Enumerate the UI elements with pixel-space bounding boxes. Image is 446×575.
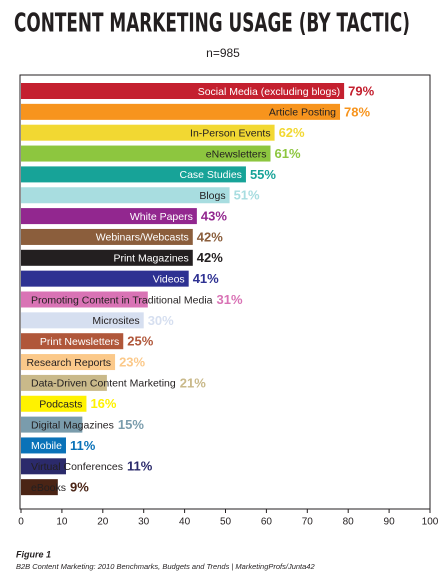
value-label: 31% — [217, 292, 243, 307]
bar — [21, 83, 345, 99]
category-label: In-Person Events — [190, 127, 271, 139]
value-label: 30% — [148, 313, 174, 328]
category-label: Social Media (excluding blogs) — [198, 86, 340, 98]
x-tick-label: 60 — [261, 517, 273, 528]
category-label: Promoting Content in Traditional Media — [31, 294, 213, 306]
x-tick-label: 40 — [179, 517, 191, 528]
bar — [21, 333, 124, 350]
value-label: 62% — [279, 125, 305, 140]
category-label: White Papers — [130, 211, 193, 223]
value-label: 42% — [197, 229, 223, 244]
bar — [21, 374, 107, 391]
bar — [21, 187, 230, 204]
bar — [21, 458, 66, 475]
value-label: 21% — [180, 375, 206, 390]
category-label: Virtual Conferences — [31, 461, 123, 473]
chart-subtitle: n=985 — [206, 46, 240, 60]
bar — [21, 437, 66, 454]
bar — [21, 124, 275, 141]
category-label: Microsites — [92, 315, 139, 327]
bar — [21, 270, 189, 287]
value-label: 61% — [274, 146, 300, 161]
value-label: 15% — [118, 417, 144, 432]
value-label: 43% — [201, 209, 227, 224]
x-tick-label: 10 — [56, 517, 68, 528]
bar — [21, 354, 116, 371]
figure-label: Figure 1 — [16, 549, 51, 559]
category-label: Print Newsletters — [40, 336, 119, 348]
bar — [21, 416, 83, 433]
value-label: 25% — [127, 334, 153, 349]
x-tick-label: 90 — [384, 517, 396, 528]
category-label: Print Magazines — [113, 253, 188, 265]
value-label: 9% — [70, 480, 89, 495]
bar — [21, 208, 197, 225]
value-label: 42% — [197, 250, 223, 265]
bar — [21, 479, 58, 496]
source-note: B2B Content Marketing: 2010 Benchmarks, … — [16, 562, 315, 571]
category-label: Podcasts — [39, 399, 82, 411]
bar — [21, 312, 144, 329]
x-tick-label: 30 — [138, 517, 150, 528]
category-label: Case Studies — [179, 169, 241, 181]
category-label: Digital Magazines — [31, 419, 114, 431]
x-tick-label: 50 — [220, 517, 232, 528]
value-label: 78% — [344, 104, 370, 119]
bar — [21, 395, 87, 412]
category-label: Research Reports — [26, 357, 111, 369]
value-label: 16% — [90, 396, 116, 411]
bar — [21, 291, 148, 308]
category-label: eBooks — [31, 482, 66, 494]
category-label: Article Posting — [269, 107, 336, 119]
bar — [21, 103, 341, 120]
category-label: Videos — [153, 273, 185, 285]
category-label: Webinars/Webcasts — [96, 232, 189, 244]
value-label: 79% — [348, 83, 374, 98]
value-label: 41% — [193, 271, 219, 286]
x-tick-label: 100 — [422, 517, 439, 528]
bar — [21, 228, 193, 245]
category-label: Data-Driven Content Marketing — [31, 378, 176, 390]
bar — [21, 249, 193, 266]
value-label: 11% — [127, 459, 153, 474]
x-tick-label: 80 — [343, 517, 355, 528]
x-tick-label: 70 — [302, 517, 314, 528]
value-label: 11% — [70, 438, 96, 453]
x-tick-label: 0 — [18, 517, 24, 528]
bar — [21, 145, 271, 162]
value-label: 23% — [119, 354, 145, 369]
value-label: 51% — [234, 188, 260, 203]
value-label: 55% — [250, 167, 276, 182]
bar — [21, 166, 246, 183]
chart-title: CONTENT MARKETING USAGE (BY TACTIC) — [14, 9, 410, 39]
x-tick-label: 20 — [97, 517, 109, 528]
category-label: Blogs — [199, 190, 225, 202]
category-label: eNewsletters — [206, 148, 267, 160]
category-label: Mobile — [31, 440, 62, 452]
